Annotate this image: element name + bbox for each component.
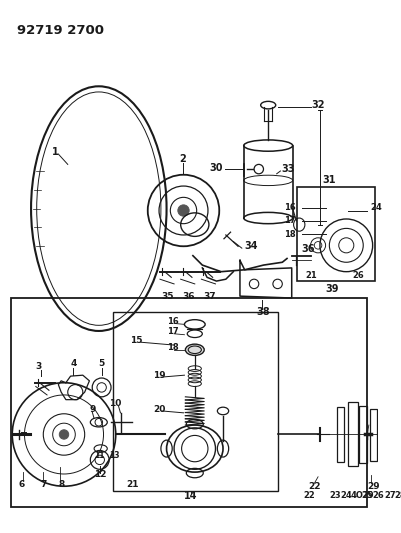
Text: 16: 16 <box>167 317 179 326</box>
Text: 39: 39 <box>325 284 338 294</box>
Text: 34: 34 <box>244 241 257 251</box>
Text: 19: 19 <box>153 370 166 379</box>
Text: 3: 3 <box>36 362 42 371</box>
Text: 31: 31 <box>322 175 335 185</box>
Text: 37: 37 <box>203 292 215 301</box>
Bar <box>358 406 366 463</box>
Text: 21: 21 <box>126 480 138 489</box>
Bar <box>11 298 366 507</box>
Text: 22: 22 <box>308 482 320 491</box>
Text: 28: 28 <box>393 491 401 500</box>
Text: 14: 14 <box>183 491 196 500</box>
Text: 25: 25 <box>360 491 372 500</box>
Text: 11: 11 <box>94 451 104 459</box>
Text: 8: 8 <box>58 480 65 489</box>
Text: 21: 21 <box>304 271 316 280</box>
Text: 27: 27 <box>383 491 395 500</box>
Text: 26: 26 <box>372 491 383 500</box>
Text: 24: 24 <box>340 491 352 500</box>
Bar <box>369 409 377 461</box>
Bar <box>379 402 389 466</box>
Text: 18: 18 <box>167 343 179 352</box>
Text: 12: 12 <box>94 471 106 480</box>
Text: 38: 38 <box>255 307 269 317</box>
Circle shape <box>59 430 69 439</box>
Text: 29: 29 <box>361 491 373 500</box>
Text: 7: 7 <box>41 480 47 489</box>
Circle shape <box>177 205 189 216</box>
Text: 32: 32 <box>311 100 324 110</box>
Text: 36: 36 <box>300 244 314 254</box>
Text: 92719 2700: 92719 2700 <box>17 25 104 37</box>
Text: 6: 6 <box>19 480 25 489</box>
Text: 22: 22 <box>302 491 314 500</box>
Text: 17: 17 <box>283 216 295 225</box>
Text: 15: 15 <box>130 336 142 345</box>
Text: 30: 30 <box>209 163 223 173</box>
Text: 20: 20 <box>153 405 165 414</box>
Text: 4: 4 <box>71 359 77 368</box>
Bar <box>113 312 277 491</box>
Text: 10: 10 <box>109 399 121 408</box>
Text: 29: 29 <box>366 482 379 491</box>
Text: 1: 1 <box>52 147 59 157</box>
Ellipse shape <box>185 344 204 356</box>
Text: 9: 9 <box>89 405 95 414</box>
Text: 4O: 4O <box>350 491 363 500</box>
Text: 33: 33 <box>281 164 294 174</box>
Text: 36: 36 <box>182 292 194 301</box>
Text: 2: 2 <box>178 154 185 164</box>
Text: 17: 17 <box>167 327 179 336</box>
Text: 35: 35 <box>162 292 174 301</box>
Text: 5: 5 <box>97 359 104 368</box>
Bar <box>389 407 397 462</box>
Text: 24: 24 <box>370 203 382 212</box>
Text: 23: 23 <box>328 491 340 500</box>
Text: 13: 13 <box>109 451 119 459</box>
Bar <box>347 402 357 466</box>
Text: 16: 16 <box>283 203 295 212</box>
Text: 18: 18 <box>283 230 295 239</box>
Bar <box>297 187 374 281</box>
Bar <box>336 407 344 462</box>
Text: 26: 26 <box>351 271 363 280</box>
